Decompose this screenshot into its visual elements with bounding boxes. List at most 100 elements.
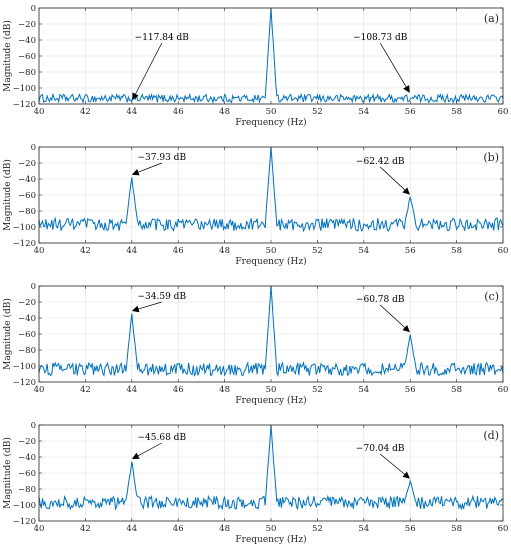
x-tick-label: 54 [358, 107, 369, 117]
panel-label: (c) [484, 290, 499, 303]
y-tick-label: −20 [18, 159, 36, 169]
x-tick-label: 58 [451, 246, 462, 256]
y-tick-label: −20 [18, 20, 36, 30]
panel-label: (d) [483, 429, 499, 442]
spectrum-panel-1: 40 42 44 46 48 50 52 54 56 58 60 0 −20 −40 −60 −80 −100 −… [2, 4, 508, 128]
annotation-label: −70.04 dB [356, 444, 405, 454]
y-tick-label: −100 [13, 501, 36, 511]
x-tick-label: 56 [405, 524, 416, 534]
y-tick-label: −100 [13, 362, 36, 372]
annotation-label: −62.42 dB [356, 157, 405, 167]
x-tick-label: 52 [312, 524, 323, 534]
x-tick-label: 50 [266, 524, 277, 534]
x-tick-label: 40 [34, 246, 45, 256]
x-tick-label: 42 [80, 385, 91, 395]
y-axis-label: Magnitude (dB) [2, 298, 13, 370]
y-tick-label: 0 [31, 282, 36, 292]
annotation-arrow [131, 301, 162, 313]
x-tick-label: 48 [219, 246, 230, 256]
x-tick-label: 44 [126, 246, 137, 256]
x-tick-label: 50 [266, 246, 277, 256]
x-tick-label: 54 [358, 385, 369, 395]
annotation-arrow [379, 453, 410, 479]
panel-label: (a) [484, 12, 499, 25]
spectrum-panel-3: 40 42 44 46 48 50 52 54 56 58 60 0 −20 −40 −60 −80 −100 −… [2, 282, 508, 406]
y-tick-label: −80 [18, 68, 36, 78]
x-axis-label: Frequency (Hz) [235, 117, 306, 128]
x-axis-label: Frequency (Hz) [235, 256, 306, 267]
annotation-label: −108.73 dB [353, 33, 408, 43]
x-tick-label: 52 [312, 246, 323, 256]
x-tick-label: 58 [451, 524, 462, 534]
y-axis-label: Magnitude (dB) [2, 20, 13, 92]
y-tick-label: −40 [18, 36, 36, 46]
x-tick-label: 42 [80, 246, 91, 256]
grid [38, 7, 504, 105]
x-tick-label: 52 [312, 107, 323, 117]
x-tick-label: 54 [358, 246, 369, 256]
annotation-label: −37.93 dB [138, 153, 187, 163]
y-tick-label: −80 [18, 346, 36, 356]
y-tick-label: −60 [18, 469, 36, 479]
y-axis-label: Magnitude (dB) [2, 437, 13, 509]
y-tick-label: −100 [13, 84, 36, 94]
annotation-label: −60.78 dB [356, 295, 405, 305]
y-tick-label: −120 [13, 239, 36, 249]
x-tick-label: 48 [219, 385, 230, 395]
annotation-arrow [379, 42, 410, 93]
x-tick-label: 60 [498, 107, 509, 117]
x-tick-label: 46 [173, 246, 184, 256]
x-tick-label: 42 [80, 524, 91, 534]
y-tick-label: −40 [18, 314, 36, 324]
y-tick-label: −60 [18, 191, 36, 201]
y-tick-label: 0 [31, 143, 36, 153]
x-tick-label: 44 [126, 107, 137, 117]
x-tick-label: 46 [173, 107, 184, 117]
annotation-label: −117.84 dB [135, 33, 190, 43]
x-tick-label: 46 [173, 385, 184, 395]
panel-label: (b) [483, 151, 499, 164]
y-tick-label: −20 [18, 437, 36, 447]
annotation-arrow [379, 304, 410, 333]
x-tick-label: 60 [498, 246, 509, 256]
x-tick-label: 50 [266, 107, 277, 117]
y-tick-label: −120 [13, 378, 36, 388]
grid [38, 424, 504, 522]
x-tick-label: 52 [312, 385, 323, 395]
x-tick-label: 58 [451, 107, 462, 117]
y-tick-label: −60 [18, 52, 36, 62]
x-tick-label: 60 [498, 385, 509, 395]
y-axis-label: Magnitude (dB) [2, 159, 13, 231]
annotation-arrow [132, 42, 163, 101]
annotation-label: −45.68 dB [138, 433, 187, 443]
x-tick-label: 60 [498, 524, 509, 534]
y-tick-label: −80 [18, 485, 36, 495]
x-tick-label: 42 [80, 107, 91, 117]
annotation-arrow [379, 166, 410, 195]
x-tick-label: 44 [126, 524, 137, 534]
x-tick-label: 40 [34, 107, 45, 117]
x-tick-label: 40 [34, 385, 45, 395]
x-tick-label: 56 [405, 385, 416, 395]
x-tick-label: 54 [358, 524, 369, 534]
x-tick-label: 56 [405, 107, 416, 117]
x-axis-label: Frequency (Hz) [235, 534, 306, 545]
spectrum-panel-2: 40 42 44 46 48 50 52 54 56 58 60 0 −20 −40 −60 −80 −100 −… [2, 143, 508, 267]
y-tick-label: 0 [31, 421, 36, 431]
y-tick-label: −120 [13, 517, 36, 527]
y-tick-label: 0 [31, 4, 36, 14]
x-tick-label: 46 [173, 524, 184, 534]
annotation-arrow [131, 442, 162, 460]
x-tick-label: 56 [405, 246, 416, 256]
y-tick-label: −60 [18, 330, 36, 340]
y-tick-label: −80 [18, 207, 36, 217]
y-tick-label: −100 [13, 223, 36, 233]
y-tick-label: −120 [13, 100, 36, 110]
y-tick-label: −20 [18, 298, 36, 308]
spectrum-panel-4: 40 42 44 46 48 50 52 54 56 58 60 0 −20 −40 −60 −80 −100 −… [2, 421, 508, 545]
x-tick-label: 50 [266, 385, 277, 395]
x-tick-label: 48 [219, 107, 230, 117]
y-tick-label: −40 [18, 453, 36, 463]
annotation-label: −34.59 dB [138, 292, 187, 302]
